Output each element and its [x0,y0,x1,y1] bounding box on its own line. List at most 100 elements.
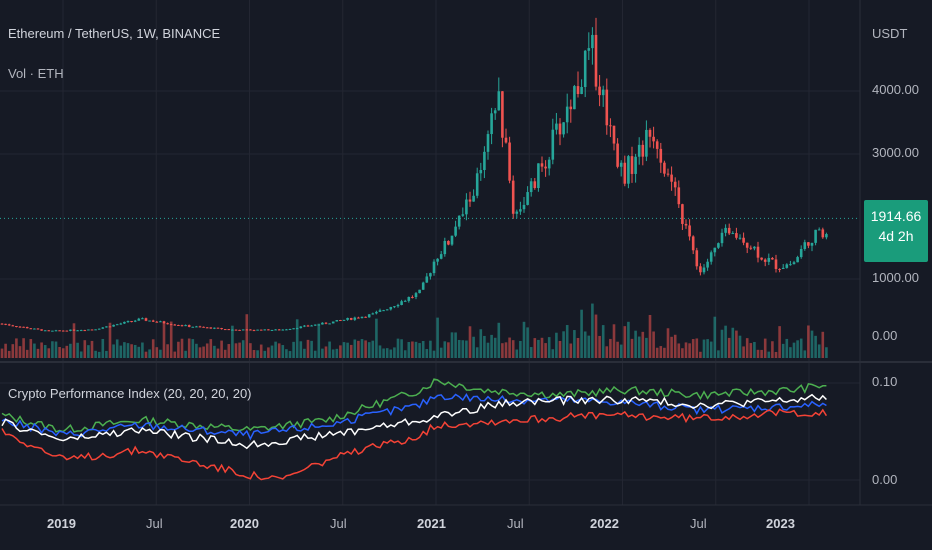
volume-bar [274,341,277,358]
volume-bar [486,342,490,358]
candle-body [666,173,670,175]
candle-body [367,314,371,318]
volume-bar [756,349,760,358]
volume-bar [22,338,25,358]
volume-bar [745,338,749,358]
candle-body [803,242,807,249]
volume-bar [238,342,241,358]
volume-bar [713,316,717,358]
volume-bar [540,337,544,358]
candle-body [817,229,821,231]
indicator-line [1,378,827,433]
volume-bar [148,349,151,358]
candle-body [400,301,403,305]
candle-body [637,144,641,157]
candle-body [796,257,799,263]
candle-body [180,325,184,327]
volume-bar [252,349,256,358]
time-tick: 2022 [590,516,619,531]
volume-bar [720,329,724,358]
volume-bar [562,331,565,358]
volume-bar [256,350,259,358]
candle-body [393,306,396,308]
candle-body [159,321,162,323]
volume-bar [281,345,285,358]
volume-bar [353,339,357,358]
candle-body [814,229,817,243]
volume-bar [198,347,202,358]
volume-bar [69,343,72,358]
candle-body [533,181,537,189]
volume-bar [706,339,709,358]
candle-body [285,329,288,331]
volume-bar [616,341,619,358]
volume-bar [753,341,756,358]
candle-body [259,329,263,331]
volume-bar [792,342,796,358]
candle-body [547,159,551,169]
candle-body [342,319,346,321]
volume-bar [605,346,609,358]
candle-body [130,321,133,323]
time-tick: Jul [507,516,524,531]
volume-bar [159,349,162,358]
volume-bar [151,339,155,358]
volume-bar [421,340,425,358]
volume-bar [612,324,616,358]
candle-body [511,180,515,214]
volume-bar [814,335,817,358]
candle-body [385,309,389,311]
volume-bar [666,328,670,358]
volume-bar [781,343,785,358]
candle-body [15,326,18,328]
volume-bar [90,340,94,358]
volume-bar [789,347,792,358]
volume-bar [72,323,76,358]
volume-bar [263,350,267,358]
volume-bar [223,349,227,358]
candle-body [11,325,15,327]
volume-bar [396,338,400,358]
volume-bar [429,340,432,358]
candle-body [598,86,601,96]
candle-body [623,162,627,184]
candle-body [576,86,580,95]
candle-body [303,325,306,327]
volume-bar [511,340,515,358]
volume-bar [288,351,292,358]
candle-body [763,259,767,262]
candle-body [249,329,252,331]
volume-bar [565,325,569,358]
candle-body [101,327,105,329]
volume-bar [630,338,634,358]
candle-body [483,151,486,171]
volume-bar [454,332,457,358]
volume-bar [191,339,195,358]
volume-bar [414,341,418,358]
candle-body [277,329,281,331]
candle-body [313,324,317,326]
volume-bar [385,348,389,358]
candle-body [475,173,479,196]
volume-bar [526,327,529,358]
candle-body [792,262,796,265]
candle-body [133,320,137,322]
candle-body [47,330,51,332]
volume-bar [249,343,252,358]
time-tick: 2021 [417,516,446,531]
volume-bar [209,339,213,358]
candle-body [735,233,738,238]
volume-bar [169,321,173,358]
volume-bar [501,343,504,358]
volume-bar [47,348,51,358]
volume-bar [425,349,429,358]
candle-body [555,123,558,130]
candle-body [569,106,573,110]
candle-body [191,326,195,328]
candle-body [216,327,220,329]
candle-body [745,242,749,248]
candle-body [202,326,205,328]
candle-body [382,310,385,312]
volume-bar [313,350,317,358]
